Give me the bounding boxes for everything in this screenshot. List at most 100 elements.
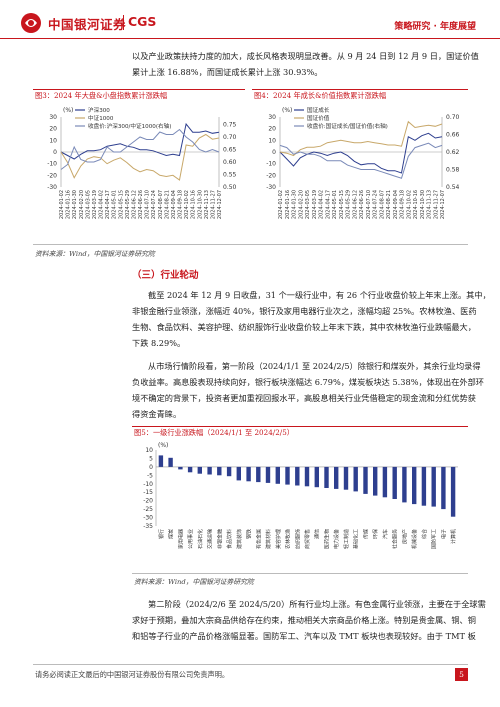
fig3-xtick: 2024-08-21 — [164, 190, 170, 219]
fig5-ytick: -30 — [143, 515, 153, 522]
brand-divider — [123, 15, 124, 30]
fig3-legend-label-1: 中证1000 — [88, 114, 114, 122]
fig3-xtick: 2024-04-02 — [99, 190, 105, 219]
fig5-source-rule — [132, 573, 468, 574]
body1-line-3: 生物、食品饮料、美容护理、纺织服饰行业收盘价较上年末下跌，其中农林牧渔行业跌幅最… — [132, 322, 476, 332]
fig5-xtick: 家用电器 — [177, 529, 184, 549]
fig5-xtick: 建筑材料 — [265, 529, 272, 549]
fig5-bar — [450, 466, 456, 517]
fig5-source: 资料来源：Wind，中国银河证券研究院 — [134, 578, 254, 586]
fig3-xtick: 2024-08-07 — [158, 190, 164, 219]
source-rule — [33, 244, 468, 245]
fig4-chart: (%)3020100-10-20-300.700.660.620.580.542… — [266, 106, 460, 219]
fig5-xtick: 房地产 — [401, 529, 408, 544]
fig3-ytick-right: 0.60 — [223, 159, 237, 166]
fig5-xtick: 有色金属 — [255, 529, 262, 549]
intro-line-1: 以及产业政策扶持力度的加大，成长风格表现明显改善。从 9 月 24 日到 12 … — [132, 51, 479, 61]
fig5-xtick: 汽车 — [382, 529, 389, 539]
fig4-xtick: 2024-07-24 — [373, 190, 379, 219]
fig4-xtick: 2024-08-21 — [386, 190, 392, 219]
fig4-ytick-left: 0 — [272, 149, 276, 156]
fig5-bar — [353, 466, 358, 492]
fig3-chart: (%) 30 20 10 0 -10 -20 -30 0.75 0.70 0.65 0.60 0.55 0… — [47, 106, 237, 219]
fig4-title: 图4：2024 年成长&价值指数累计涨跌幅 — [254, 91, 387, 100]
fig5-xtick: 建筑装饰 — [236, 529, 243, 549]
fig4-xtick: 2024-12-07 — [440, 190, 446, 219]
fig5-bar — [226, 466, 232, 477]
fig4-xtick: 2024-04-02 — [319, 190, 325, 219]
fig5-ytick: 0 — [149, 464, 153, 471]
fig3-xtick: 2024-05-01 — [112, 190, 118, 219]
intro-line-2: 累计上涨 16.88%，而国证成长累计上涨 30.93%。 — [132, 67, 323, 77]
fig3-xtick: 2024-04-17 — [105, 190, 111, 219]
fig5-bar — [392, 466, 397, 499]
fig5-xtick: 银行 — [158, 529, 165, 539]
fig3-xtick: 2024-10-02 — [184, 190, 190, 219]
fig4-ytick-left: -30 — [266, 184, 276, 191]
fig3-xtick: 2024-07-24 — [151, 190, 157, 219]
fig5-xtick: 基础化工 — [353, 529, 360, 549]
fig3-unit: (%) — [63, 107, 73, 114]
fig3-xtick: 2024-05-15 — [118, 190, 124, 219]
fig4-legend-label-1: 国证价值 — [307, 114, 330, 122]
fig3-xtick: 2024-03-19 — [92, 190, 98, 219]
fig4-xtick: 2024-09-18 — [400, 190, 406, 219]
fig4-xtick: 2024-10-02 — [406, 190, 412, 219]
fig3-series-0 — [60, 122, 220, 160]
fig5-xtick: 非银金融 — [216, 529, 223, 549]
fig4-xtick: 2024-05-15 — [339, 190, 345, 219]
fig3-ytick-left: -20 — [47, 172, 57, 179]
fig4-xtick: 2024-06-26 — [359, 190, 365, 219]
fig5-bar — [304, 466, 310, 487]
fig5-bar — [431, 466, 436, 507]
fig4-ytick-left: -20 — [266, 172, 276, 179]
fig5-bar — [217, 466, 222, 476]
fig5-xtick: 社会服务 — [392, 529, 399, 549]
fig5-bar — [197, 466, 202, 474]
fig4-series-1 — [279, 120, 443, 157]
fig5-xtick: 食品饮料 — [226, 529, 233, 549]
fig5-bar — [421, 466, 427, 506]
fig5-xtick: 交通运输 — [207, 529, 214, 549]
fig4-xtick: 2024-10-16 — [413, 190, 419, 219]
fig3-ytick-right: 0.75 — [223, 122, 237, 129]
body3-line-3: 和铝等子行业的产品价格涨幅显著。国防军工、汽车以及 TMT 板块也表现较好。由于… — [132, 631, 476, 641]
fig3-xtick: 2024-09-04 — [171, 190, 177, 219]
fig3-xtick: 2024-06-12 — [131, 190, 137, 219]
fig5-xtick: 国防军工 — [431, 529, 438, 549]
fig5-bar — [402, 466, 407, 503]
fig3-ytick-left: 30 — [49, 114, 57, 121]
fig5-xtick: 医药生物 — [323, 529, 330, 549]
fig5-bar — [246, 466, 251, 482]
fig4-xtick: 2024-10-30 — [420, 190, 426, 219]
fig3-xtick: 2024-01-30 — [72, 190, 78, 219]
fig3-xtick: 2024-10-16 — [191, 190, 197, 219]
fig5-bar — [178, 466, 183, 470]
fig3-rule — [33, 89, 245, 90]
fig3-xtick: 2024-03-05 — [85, 190, 91, 219]
body3-line-1: 第二阶段（2024/2/6 至 2024/5/20）所有行业均上涨。有色金属行业… — [148, 599, 486, 609]
fig3-xtick: 2024-11-27 — [210, 190, 216, 219]
fig3-ytick-right: 0.50 — [223, 184, 237, 191]
fig5-xtick: 环保 — [372, 529, 379, 539]
fig3-ytick-right: 0.55 — [223, 172, 237, 179]
fig5-ytick: -20 — [143, 498, 153, 505]
fig4-xtick: 2024-07-10 — [366, 190, 372, 219]
fig4-ytick-right: 0.70 — [446, 114, 460, 121]
fig5-xtick: 电子 — [440, 529, 447, 539]
fig4-xtick: 2024-06-12 — [352, 190, 358, 219]
fig4-xtick: 2024-03-19 — [312, 190, 318, 219]
fig4-ytick-right: 0.62 — [446, 149, 460, 156]
fig3-ytick-left: 0 — [53, 149, 57, 156]
fig4-ytick-left: -10 — [266, 161, 276, 168]
fig5-bar — [373, 466, 378, 496]
fig5-bar — [334, 466, 339, 489]
fig5-bar — [265, 466, 271, 483]
fig5-title: 图5：一级行业涨跌幅（2024/1/1 至 2024/2/5） — [134, 428, 294, 437]
fig5-bar — [363, 466, 368, 494]
cgs-logo-icon — [21, 13, 41, 33]
fig4-ytick-left: 10 — [268, 137, 276, 144]
body1-line-4: 下跌 8.29%。 — [132, 338, 186, 348]
body2-line-3: 境不确定的背景下，投资者更加重视回报水平，高股息相关行业凭借稳定的现金流和分红优… — [132, 393, 476, 403]
fig5-xtick: 商贸零售 — [304, 529, 311, 549]
